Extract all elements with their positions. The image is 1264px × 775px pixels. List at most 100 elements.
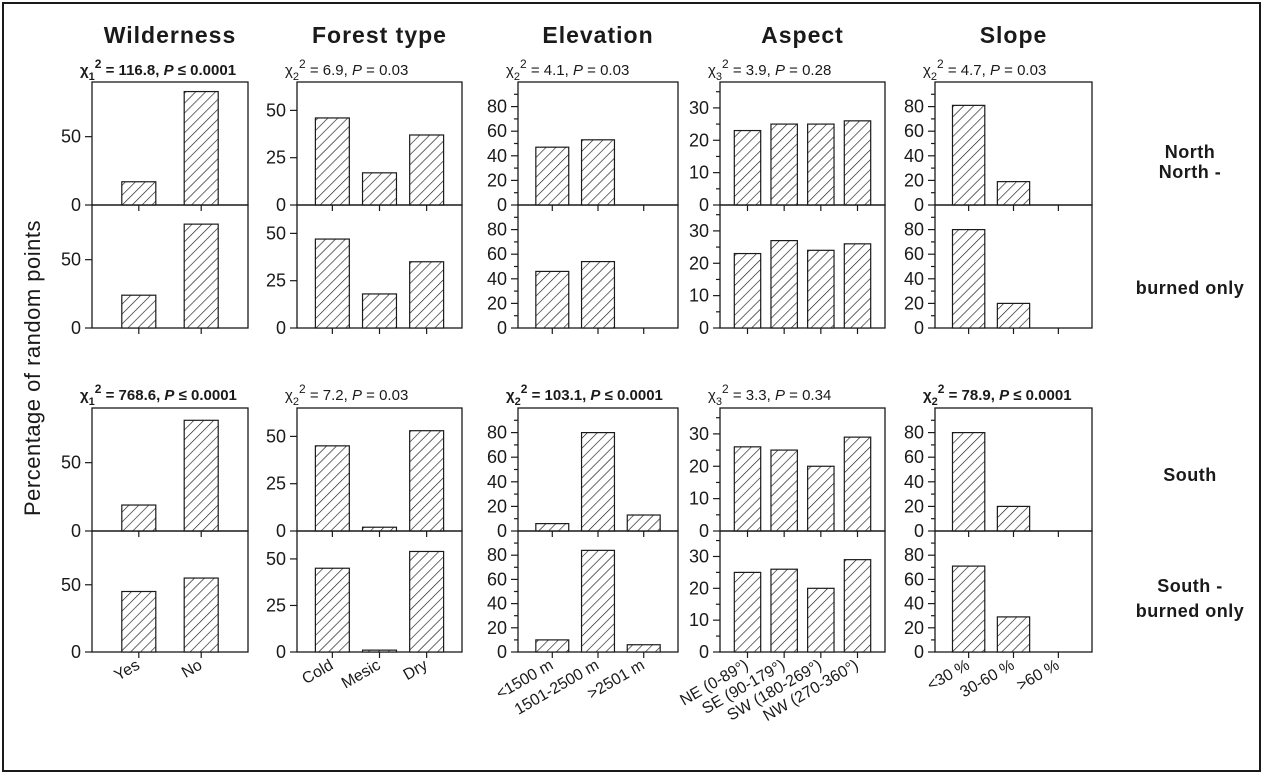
bar (771, 124, 797, 205)
subplot: 0 20 40 60 80 (904, 205, 1092, 338)
y-tick-label: 20 (904, 496, 924, 516)
y-tick-label: 0 (276, 195, 286, 215)
chi-square-stat: χ22 = 6.9, P = 0.03 (285, 57, 408, 83)
bar (410, 135, 444, 205)
y-tick-label: 60 (904, 569, 924, 589)
chi-square-stat: χ12 = 116.8, P ≤ 0.0001 (80, 57, 236, 83)
chi-square-stat: χ22 = 78.9, P ≤ 0.0001 (923, 382, 1072, 408)
subplot: 0 20 40 60 80 (487, 531, 678, 662)
y-tick-label: 80 (904, 423, 924, 443)
subplot: 0 10 20 30 (689, 531, 885, 662)
y-tick-label: 50 (266, 426, 286, 446)
y-tick-label: 25 (266, 271, 286, 291)
y-tick-label: 80 (904, 545, 924, 565)
y-tick-label: 30 (689, 546, 709, 566)
bar (952, 105, 984, 205)
chi-square-stat: χ22 = 7.2, P = 0.03 (285, 382, 408, 408)
chi-square-stat: χ12 = 768.6, P ≤ 0.0001 (80, 382, 237, 408)
bar (808, 250, 834, 328)
subplot: 0 50 (61, 531, 248, 662)
bar (952, 433, 984, 531)
panel-title: Forest type (312, 22, 447, 48)
bar (997, 506, 1029, 531)
y-tick-label: 0 (699, 318, 709, 338)
bar (410, 431, 444, 531)
y-tick-label: 0 (699, 195, 709, 215)
y-tick-label: 40 (904, 594, 924, 614)
y-tick-label: 20 (689, 130, 709, 150)
category-label: Cold (299, 657, 336, 688)
bar (844, 437, 870, 531)
subplot: 0 25 50 (266, 205, 462, 338)
y-tick-label: 50 (61, 453, 81, 473)
y-tick-label: 40 (904, 269, 924, 289)
y-tick-label: 60 (487, 121, 507, 141)
bar (363, 650, 397, 652)
y-tick-label: 60 (904, 447, 924, 467)
y-tick-label: 20 (689, 456, 709, 476)
bar (734, 254, 760, 328)
subplot: 0 20 40 60 80 (487, 205, 678, 338)
y-tick-label: 10 (689, 286, 709, 306)
panel-column-forest-type: Forest type χ22 = 6.9, P = 0.03 χ22 = 7.2,… (266, 22, 462, 692)
subplot: 0 25 50 (266, 408, 462, 541)
y-tick-label: 20 (487, 293, 507, 313)
bar (122, 295, 156, 328)
y-tick-label: 20 (904, 170, 924, 190)
chi-square-stat: χ22 = 103.1, P ≤ 0.0001 (506, 382, 663, 408)
row-label: North - (1159, 162, 1221, 182)
bar (184, 224, 218, 328)
y-tick-label: 20 (487, 618, 507, 638)
panel-column-elevation: Elevation χ22 = 4.1, P = 0.03 χ22 = 103.1,… (487, 22, 678, 719)
row-label: burned only (1136, 601, 1245, 621)
y-tick-label: 60 (904, 244, 924, 264)
bar (582, 550, 615, 652)
bar (363, 173, 397, 205)
y-tick-label: 0 (276, 521, 286, 541)
subplot: 0 20 40 60 80 (904, 531, 1092, 662)
category-label: >60 % (1014, 657, 1062, 695)
y-tick-label: 25 (266, 148, 286, 168)
y-tick-label: 60 (487, 569, 507, 589)
y-tick-label: 0 (914, 642, 924, 662)
y-tick-label: 80 (904, 220, 924, 240)
y-tick-label: 10 (689, 489, 709, 509)
bar (734, 572, 760, 652)
panel-column-slope: Slopeχ22 = 4.7, P = 0.03χ22 = 78.9, P ≤ … (904, 22, 1092, 701)
subplot: 0 10 20 30 (689, 205, 885, 338)
bar (627, 645, 660, 652)
y-tick-label: 80 (904, 97, 924, 117)
chi-square-stat: χ22 = 4.1, P = 0.03 (506, 57, 629, 83)
bar (844, 244, 870, 328)
bar (536, 640, 569, 652)
y-tick-label: 0 (699, 642, 709, 662)
bar (582, 140, 615, 205)
bar (734, 131, 760, 205)
chi-square-stat: χ32 = 3.9, P = 0.28 (708, 57, 831, 83)
bar (627, 515, 660, 531)
y-tick-label: 40 (487, 472, 507, 492)
y-tick-label: 40 (904, 472, 924, 492)
y-tick-label: 80 (487, 423, 507, 443)
bar (536, 147, 569, 205)
subplot: 0 25 50 (266, 82, 462, 215)
bar (363, 294, 397, 328)
y-tick-label: 10 (689, 163, 709, 183)
bar (315, 239, 349, 328)
y-tick-label: 30 (689, 98, 709, 118)
panel-column-aspect: Aspectχ32 = 3.9, P = 0.28χ32 = 3.3, P = … (677, 22, 885, 725)
category-label: Dry (401, 657, 431, 684)
y-tick-label: 0 (71, 318, 81, 338)
y-tick-label: 40 (904, 146, 924, 166)
panel-title: Elevation (542, 22, 653, 48)
bar (952, 230, 984, 328)
bar (122, 505, 156, 531)
y-tick-label: 0 (71, 195, 81, 215)
y-tick-label: 60 (487, 447, 507, 467)
y-tick-label: 80 (487, 545, 507, 565)
bar (315, 446, 349, 531)
category-label: Yes (112, 657, 143, 685)
y-tick-label: 0 (71, 521, 81, 541)
subplot-frame (92, 82, 248, 205)
